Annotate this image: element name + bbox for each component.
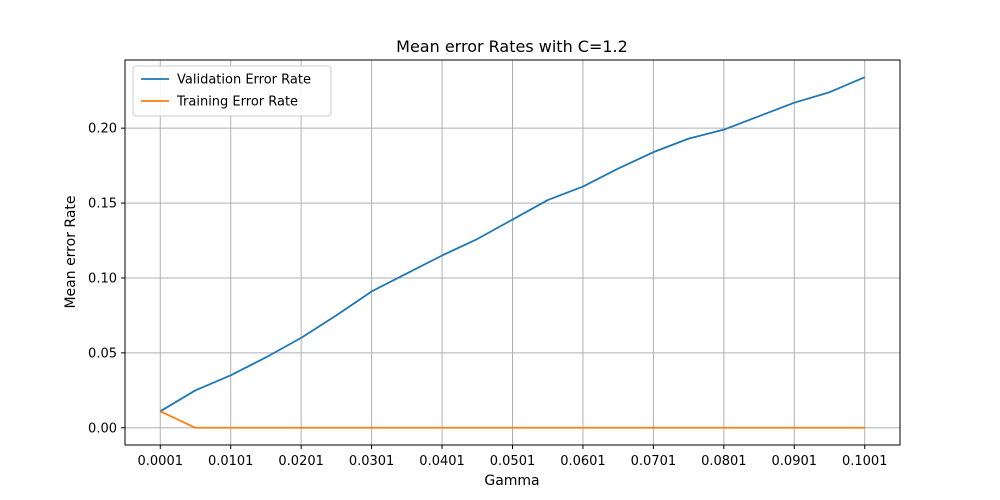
x-tick-label: 0.0101 (208, 454, 254, 469)
y-tick-label: 0.00 (88, 421, 117, 436)
series-line-1 (159, 410, 865, 429)
y-tick-label: 0.20 (88, 122, 117, 137)
x-tick-label: 0.0401 (419, 454, 465, 469)
x-tick-label: 0.0801 (701, 454, 747, 469)
x-tick-label: 0.0201 (278, 454, 324, 469)
legend: Validation Error Rate Training Error Rate (132, 65, 332, 117)
x-tick-label: 0.0501 (490, 454, 536, 469)
legend-box (132, 65, 332, 117)
y-tick-label: 0.10 (88, 271, 117, 286)
y-tick-label: 0.15 (88, 197, 117, 212)
chart-title: Mean error Rates with C=1.2 (396, 37, 628, 56)
x-tick-label: 0.0701 (631, 454, 677, 469)
grid-lines (125, 60, 900, 445)
series-line-0 (159, 76, 866, 413)
y-tick-label: 0.05 (88, 346, 117, 361)
y-axis-label: Mean error Rate (63, 195, 79, 308)
x-tick-label: 0.1001 (842, 454, 888, 469)
x-tick-label: 0.0001 (138, 454, 184, 469)
x-axis-ticks: 0.0001 0.0101 0.0201 0.0301 0.0401 0.0501 0.06… (138, 445, 888, 469)
x-tick-label: 0.0901 (772, 454, 818, 469)
legend-label-0: Validation Error Rate (177, 73, 311, 88)
y-axis-ticks: 0.00 0.05 0.10 0.15 0.20 (88, 122, 125, 436)
x-tick-label: 0.0301 (349, 454, 395, 469)
x-tick-label: 0.0601 (560, 454, 606, 469)
series-lines (159, 76, 866, 429)
legend-label-1: Training Error Rate (176, 95, 298, 110)
x-axis-label: Gamma (484, 473, 539, 489)
